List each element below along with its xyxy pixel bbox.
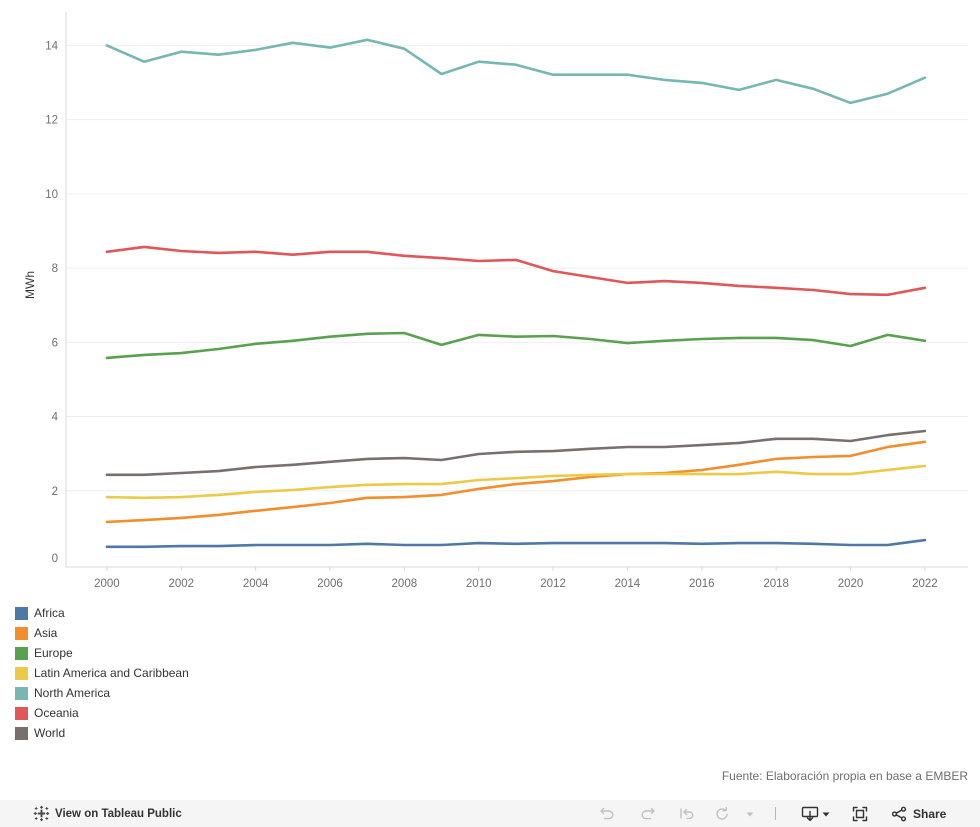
x-tick-label: 2018 xyxy=(763,578,789,590)
redo-button[interactable] xyxy=(640,800,656,827)
series-line-oceania[interactable] xyxy=(105,245,927,297)
revert-button[interactable] xyxy=(679,800,695,827)
legend-item-world[interactable]: World xyxy=(15,723,189,743)
refresh-dropdown-button[interactable] xyxy=(746,800,754,827)
series-line-north-america[interactable] xyxy=(105,38,927,105)
x-tick-label: 2020 xyxy=(838,578,864,590)
legend-label: Europe xyxy=(34,646,73,660)
y-tick-label: 8 xyxy=(52,263,58,275)
legend-label: North America xyxy=(34,686,111,700)
legend-item-asia[interactable]: Asia xyxy=(15,623,189,643)
y-tick-label: 12 xyxy=(45,115,58,127)
undo-button[interactable] xyxy=(599,800,615,827)
y-tick-label: 14 xyxy=(45,40,58,52)
legend-item-europe[interactable]: Europe xyxy=(15,643,189,663)
dropdown-caret-icon xyxy=(746,810,754,818)
legend-label: Africa xyxy=(34,606,65,620)
download-icon xyxy=(801,806,819,822)
x-tick-label: 2012 xyxy=(540,578,566,590)
toolbar-separator xyxy=(775,807,776,820)
fullscreen-button[interactable] xyxy=(852,800,868,827)
series-line-europe[interactable] xyxy=(105,331,927,360)
view-on-tableau-public-label: View on Tableau Public xyxy=(55,807,182,820)
legend-label: Latin America and Caribbean xyxy=(34,666,189,680)
x-tick-label: 2010 xyxy=(466,578,492,590)
x-tick-label: 2006 xyxy=(317,578,343,590)
axes xyxy=(65,12,968,568)
tableau-logo-icon xyxy=(33,805,50,822)
share-icon xyxy=(891,806,907,822)
share-button[interactable]: Share xyxy=(891,800,946,827)
share-label: Share xyxy=(913,806,947,821)
legend-swatch xyxy=(15,726,28,740)
source-note: Fuente: Elaboración propia en base a EMB… xyxy=(721,769,968,783)
view-on-tableau-public-button[interactable]: View on Tableau Public xyxy=(33,800,182,827)
legend-item-latin-america-and-caribbean[interactable]: Latin America and Caribbean xyxy=(15,663,189,683)
legend-swatch xyxy=(15,626,28,640)
gridlines xyxy=(66,44,968,492)
download-dropdown-button[interactable] xyxy=(822,800,830,827)
x-axis: 2000 2002 2004 2006 2008 2010 2012 2014 2016 2018… xyxy=(94,567,938,590)
legend-swatch xyxy=(15,666,28,680)
y-axis-title: MWh xyxy=(23,271,37,299)
legend-label: Asia xyxy=(34,626,58,640)
legend-item-north-america[interactable]: North America xyxy=(15,683,189,703)
x-tick-label: 2016 xyxy=(689,578,715,590)
undo-icon xyxy=(599,806,615,822)
y-tick-label: 2 xyxy=(52,486,58,498)
tableau-toolbar: View on Tableau Public xyxy=(0,800,980,827)
y-axis: MWh 0 2 4 6 8 10 12 14 xyxy=(23,40,59,565)
series-lines xyxy=(105,38,927,549)
x-tick-label: 2022 xyxy=(912,578,938,590)
dropdown-caret-icon xyxy=(822,810,830,818)
refresh-button[interactable] xyxy=(714,800,730,827)
x-tick-label: 2002 xyxy=(168,578,194,590)
y-tick-label: 6 xyxy=(52,337,58,349)
download-button[interactable] xyxy=(801,800,819,827)
x-tick-label: 2000 xyxy=(94,578,120,590)
series-line-asia[interactable] xyxy=(105,440,927,524)
legend-swatch xyxy=(15,706,28,720)
legend-item-africa[interactable]: Africa xyxy=(15,603,189,623)
refresh-icon xyxy=(714,806,730,822)
legend: Africa Asia Europe Latin America and Caribb… xyxy=(15,603,189,743)
redo-icon xyxy=(640,806,656,822)
legend-swatch xyxy=(15,686,28,700)
x-tick-label: 2004 xyxy=(243,578,269,590)
y-tick-label: 0 xyxy=(52,553,58,565)
fullscreen-icon xyxy=(852,806,868,822)
legend-label: Oceania xyxy=(34,706,79,720)
x-tick-label: 2008 xyxy=(392,578,418,590)
line-chart: MWh 0 2 4 6 8 10 12 14 2000 2002 2004 2006 2008 2010… xyxy=(23,12,968,590)
y-tick-label: 4 xyxy=(52,412,59,424)
legend-item-oceania[interactable]: Oceania xyxy=(15,703,189,723)
legend-swatch xyxy=(15,646,28,660)
series-line-africa[interactable] xyxy=(105,538,927,549)
x-tick-label: 2014 xyxy=(615,578,641,590)
series-line-latin-america-and-caribbean[interactable] xyxy=(105,464,927,500)
series-line-world[interactable] xyxy=(105,429,927,477)
revert-icon xyxy=(679,806,695,822)
legend-label: World xyxy=(34,726,66,740)
legend-swatch xyxy=(15,606,28,620)
y-tick-label: 10 xyxy=(45,189,58,201)
